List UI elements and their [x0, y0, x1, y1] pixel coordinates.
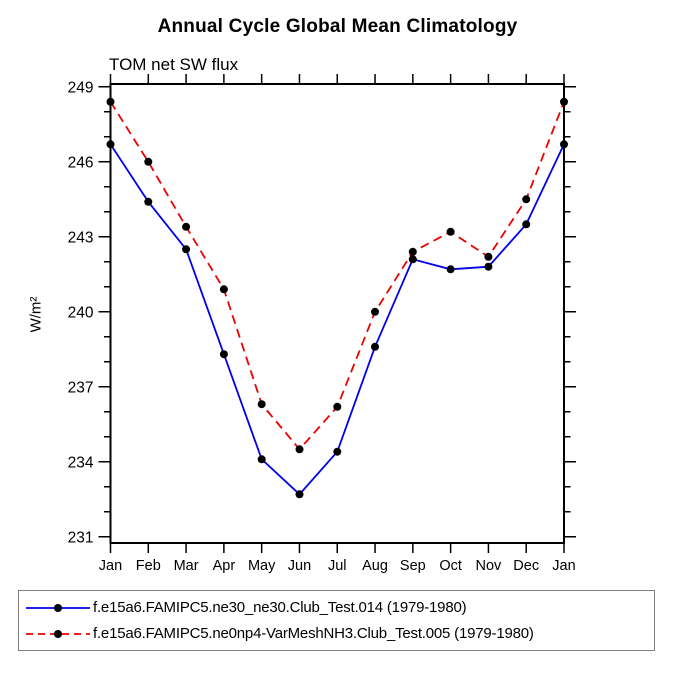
svg-text:Aug: Aug [362, 558, 388, 574]
svg-text:May: May [248, 558, 276, 574]
svg-text:Dec: Dec [513, 558, 539, 574]
legend-line-sample-solid [26, 603, 90, 612]
svg-text:237: 237 [68, 379, 94, 396]
svg-text:240: 240 [68, 304, 94, 321]
svg-text:Jul: Jul [328, 558, 347, 574]
plot-frame [109, 83, 565, 544]
legend-box: f.e15a6.FAMIPC5.ne30_ne30.Club_Test.014 … [18, 590, 655, 651]
svg-text:Sep: Sep [400, 558, 426, 574]
y-axis-tick-labels: 231 234 237 240 243 246 249 [68, 79, 94, 546]
svg-text:Apr: Apr [213, 558, 236, 574]
legend-marker-dot-icon [54, 603, 62, 612]
svg-text:Mar: Mar [174, 558, 199, 574]
series-line [109, 101, 565, 451]
chart-subtitle: TOM net SW flux [109, 55, 239, 74]
y-axis-ticks [98, 86, 576, 538]
svg-text:Oct: Oct [439, 558, 462, 574]
svg-text:Jan: Jan [99, 558, 122, 574]
legend-item: f.e15a6.FAMIPC5.ne30_ne30.Club_Test.014 … [25, 595, 654, 621]
svg-text:249: 249 [68, 79, 94, 96]
svg-text:246: 246 [68, 154, 94, 171]
svg-text:Feb: Feb [136, 558, 161, 574]
svg-text:Jan: Jan [552, 558, 575, 574]
series-markers [106, 97, 568, 499]
chart-title: Annual Cycle Global Mean Climatology [157, 16, 518, 37]
legend-item: f.e15a6.FAMIPC5.ne0np4-VarMeshNH3.Club_T… [25, 621, 654, 647]
legend-line-sample-dashed [26, 629, 90, 638]
legend-marker-dot-icon [54, 629, 62, 638]
svg-text:Nov: Nov [476, 558, 503, 574]
svg-text:234: 234 [68, 454, 94, 471]
x-axis-tick-labels: Jan Feb Mar Apr May Jun Jul Aug Sep Oct Nov Dec Jan [99, 558, 576, 574]
svg-text:231: 231 [68, 529, 94, 546]
svg-text:Jun: Jun [288, 558, 311, 574]
svg-text:243: 243 [68, 229, 94, 246]
legend-label: f.e15a6.FAMIPC5.ne30_ne30.Club_Test.014 … [93, 599, 467, 616]
x-axis-ticks [109, 74, 565, 553]
legend-label: f.e15a6.FAMIPC5.ne0np4-VarMeshNH3.Club_T… [93, 625, 534, 642]
series-line [109, 143, 565, 496]
